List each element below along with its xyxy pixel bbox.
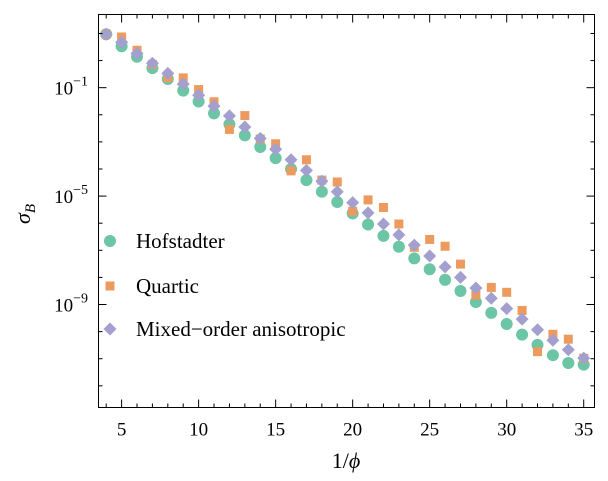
data-point [469,281,483,295]
data-point [423,263,436,276]
data-point [438,260,452,274]
data-point [161,66,175,80]
legend-marker-diamond [103,322,117,336]
y-tick-label: 10−5 [54,183,88,208]
data-point [471,290,481,300]
y-tick-label: 10−9 [54,292,88,317]
data-point [484,291,498,305]
data-point [300,174,313,187]
data-point [546,333,560,347]
data-point [269,142,283,156]
legend-label: Hofstadter [136,229,225,253]
data-point [176,77,190,91]
data-point [301,155,311,165]
data-point [253,131,267,145]
x-tick-label: 25 [420,420,439,441]
data-point [315,174,329,188]
data-point [378,202,388,212]
data-point [423,249,437,263]
data-point [192,88,206,102]
x-tick-label: 35 [574,420,593,441]
x-tick-label: 30 [497,420,516,441]
data-point [562,357,575,370]
data-point [361,206,375,220]
data-point [486,282,496,292]
data-point [392,228,406,242]
data-point [392,240,405,253]
data-point [454,284,467,297]
x-tick-label: 10 [189,420,208,441]
data-point [222,109,236,123]
series-square [101,29,589,363]
data-point [208,107,221,120]
legend: Hofstadter Quartic Mixed−order anisotropic [103,229,346,341]
data-point [455,259,465,269]
data-point [299,163,313,177]
data-point [500,318,513,331]
x-axis-title: 1/ϕ [332,448,361,473]
axes: 5 10 15 20 25 30 35 10−1 10−5 10−9 [54,14,595,441]
data-point [115,35,129,49]
data-point [408,252,421,265]
data-point [238,120,252,134]
legend-marker-square [105,281,115,291]
data-point [439,273,452,286]
data-point [240,111,250,121]
data-point [330,185,344,199]
data-point [515,312,529,326]
legend-entry: Mixed−order anisotropic [103,317,346,341]
legend-entry: Quartic [105,274,199,298]
data-point [500,302,514,316]
data-point [363,195,373,205]
data-point [331,196,344,209]
data-point [394,219,404,229]
data-point [284,153,298,167]
data-point [315,185,328,198]
data-point [254,141,267,154]
data-point [177,84,190,97]
legend-label: Quartic [136,274,199,298]
data-point [425,234,435,244]
plot-frame [98,14,595,408]
data-point [130,47,144,61]
data-point [286,166,296,176]
x-tick-label: 20 [343,420,362,441]
data-point [485,306,498,319]
legend-entry: Hofstadter [104,229,225,253]
data-point [269,152,282,165]
data-point [376,217,390,231]
data-point [517,305,527,315]
data-point [332,177,342,187]
data-point [531,323,545,337]
data-point [224,124,234,134]
legend-marker-circle [104,235,116,247]
legend-label: Mixed−order anisotropic [136,317,346,341]
x-tick-label: 15 [266,420,285,441]
data-point [207,99,221,113]
data-point [453,270,467,284]
data-point [533,347,543,357]
data-point [561,343,575,357]
data-point [577,351,591,365]
data-point [362,218,375,231]
series-diamond [99,27,591,365]
data-point [238,129,251,142]
data-point [145,56,159,70]
data-point [546,349,559,362]
y-tick-label: 10−1 [54,75,88,100]
data-point [348,206,358,216]
data-point [516,328,529,341]
data-point [99,27,113,41]
data-point [440,241,450,251]
data-marks [99,27,591,371]
data-point [502,287,512,297]
y-axis-title: σB [10,204,39,224]
data-point [407,238,421,252]
x-tick-label: 5 [117,420,127,441]
data-point [346,196,360,210]
data-point [563,334,573,344]
data-point [377,229,390,242]
